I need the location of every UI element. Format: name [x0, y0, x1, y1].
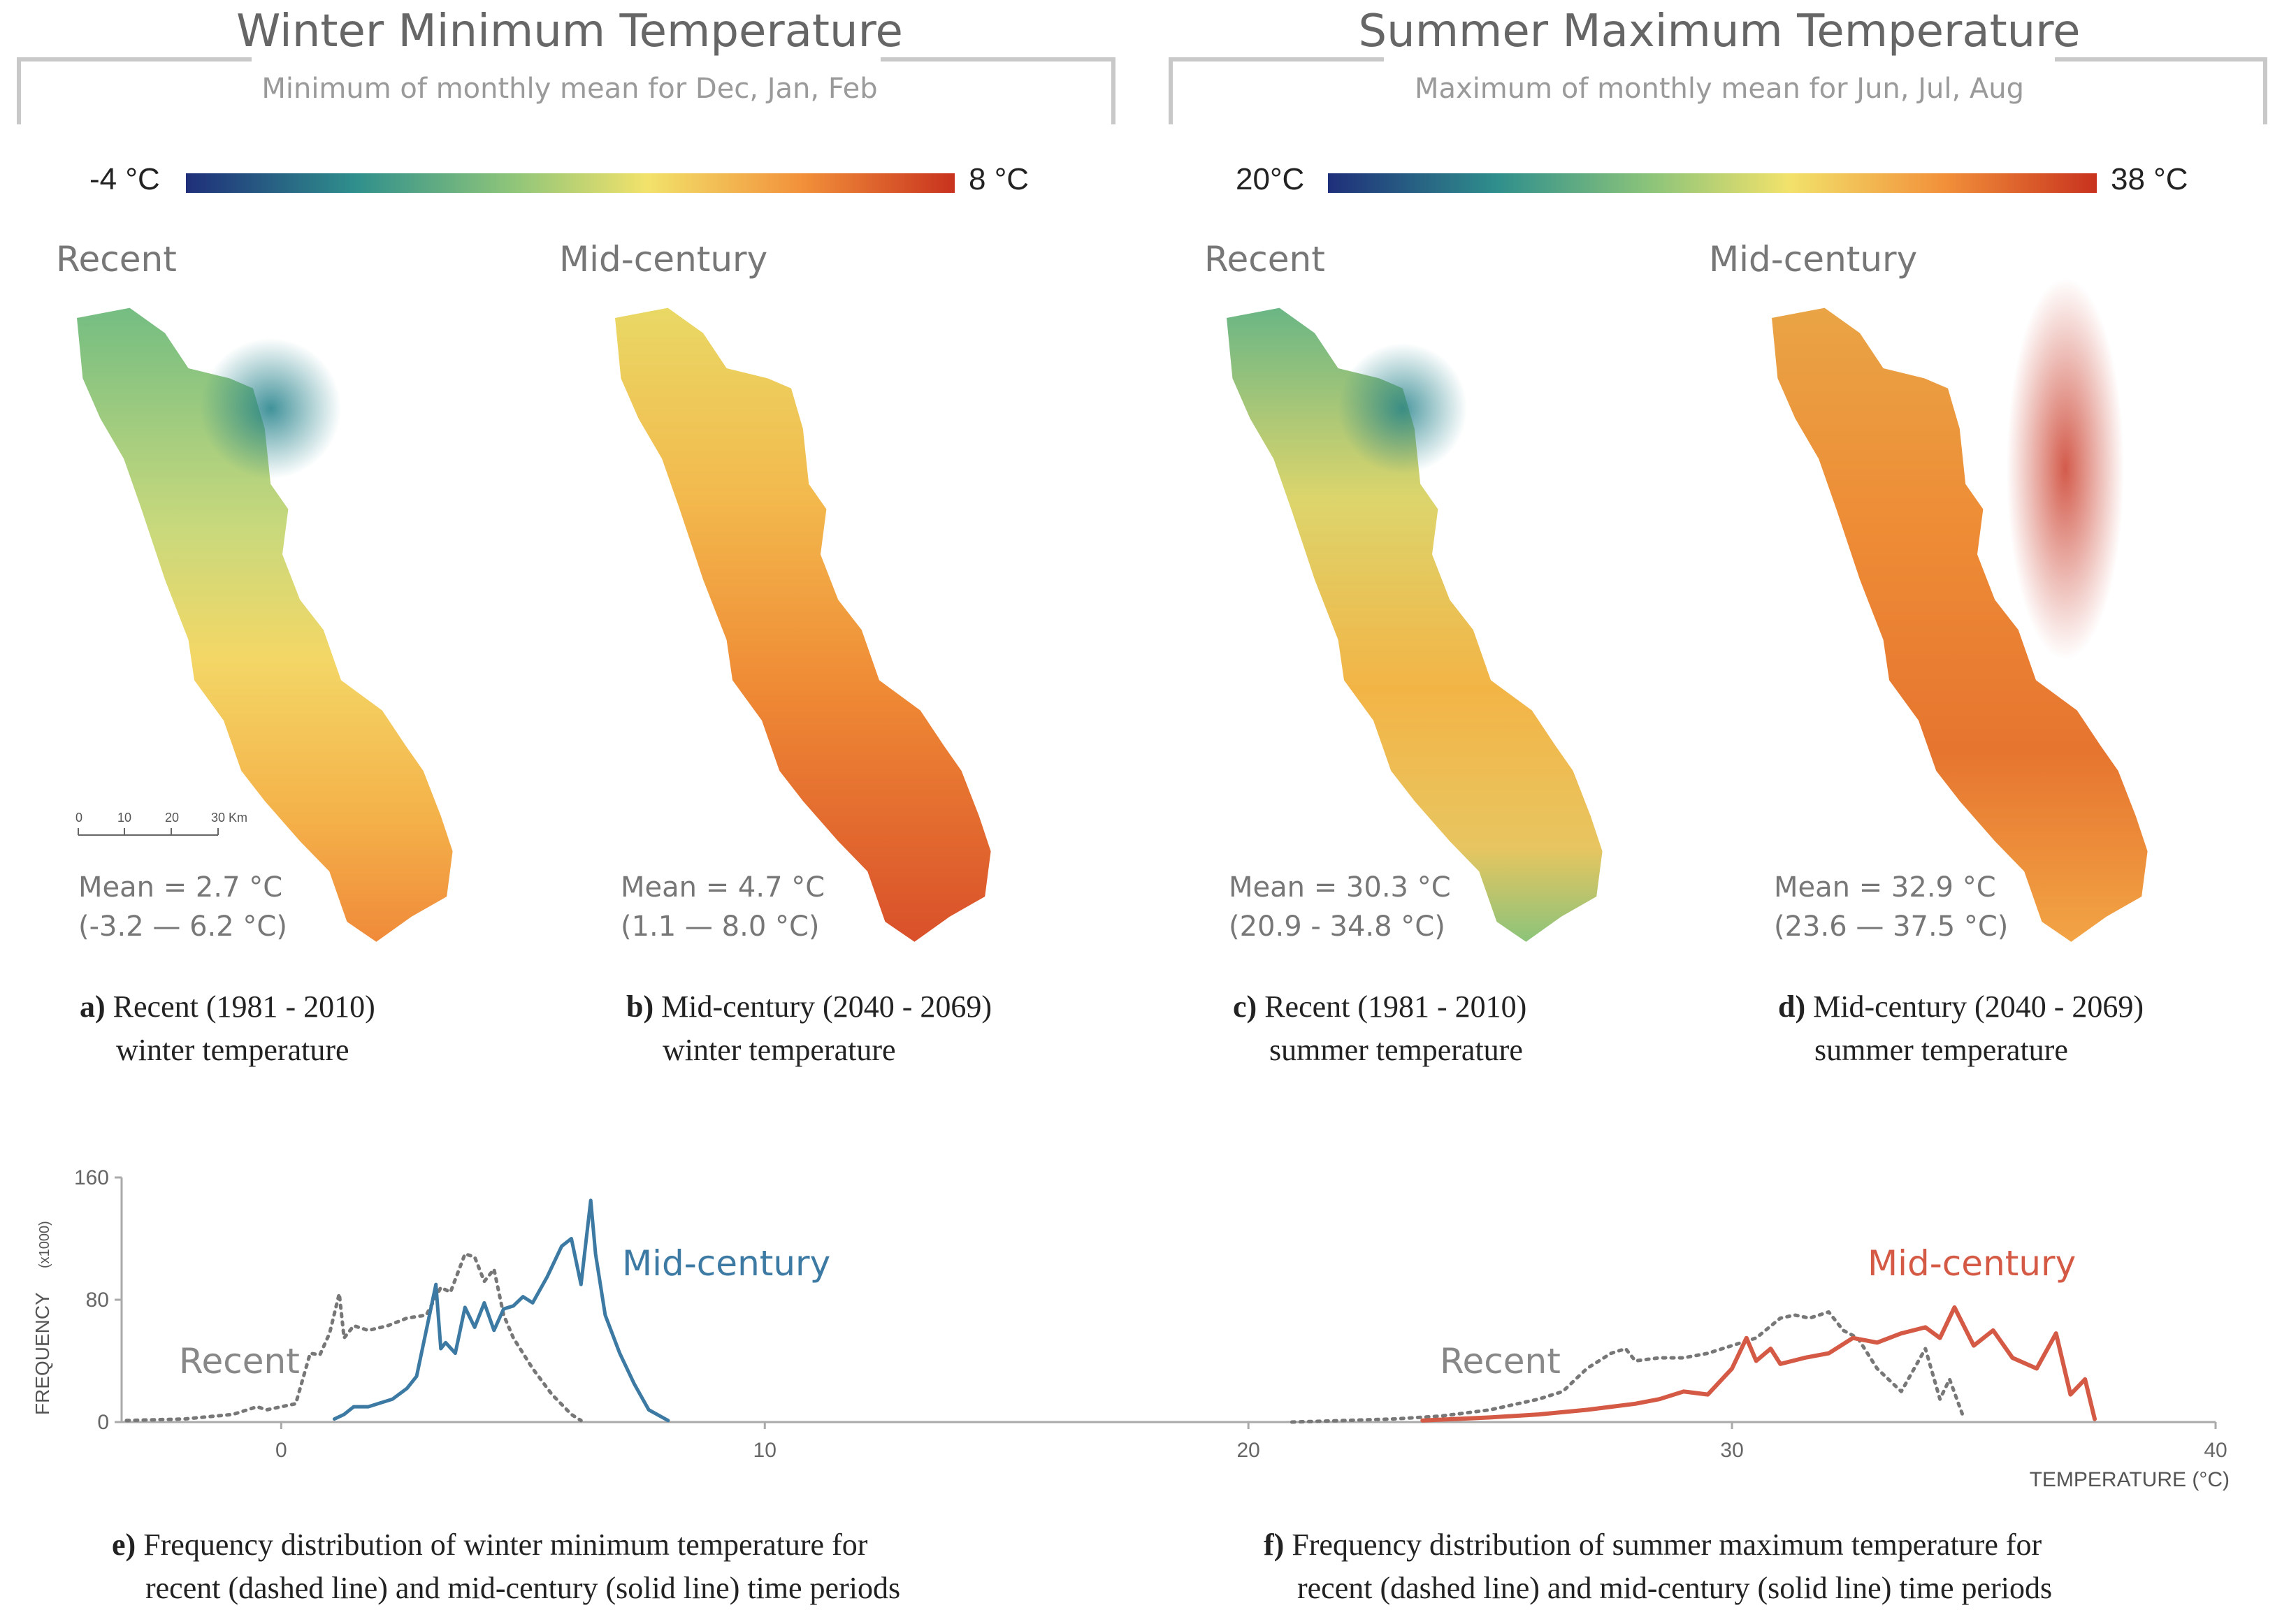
x-tick-label: 20: [1236, 1439, 1259, 1462]
winter-scale-max: 8 °C: [969, 162, 1030, 196]
map-a-mean: Mean = 2.7 °C: [78, 871, 283, 904]
winter-scale-min: -4 °C: [89, 162, 160, 196]
winter-title: Winter Minimum Temperature: [236, 6, 903, 57]
map-c-cold-core: [1338, 343, 1468, 474]
caption-a-letter: a): [80, 989, 106, 1024]
frequency-chart: 0 10 20 30 40 0 80 160 TEMPERATURE (°C) FREQUENCY…: [31, 1166, 2230, 1491]
map-c-stats: Mean = 30.3 °C (20.9 - 34.8 °C): [1229, 868, 1451, 946]
x-tick-label: 0: [275, 1439, 287, 1462]
caption-f: f) Frequency distribution of summer maxi…: [1264, 1523, 2052, 1610]
caption-c-line1: Recent (1981 - 2010): [1264, 989, 1527, 1024]
map-c-recent-summer: [1227, 307, 1603, 942]
caption-c-letter: c): [1233, 989, 1257, 1024]
caption-b: b) Mid-century (2040 - 2069) winter temp…: [626, 985, 992, 1072]
map-d-hot-core: [2007, 277, 2124, 660]
chart-labels: Recent Mid-century Recent Mid-century: [179, 1243, 2076, 1382]
label-winter-recent: Recent: [179, 1341, 300, 1382]
caption-f-line1: Frequency distribution of summer maximum…: [1292, 1528, 2042, 1562]
km-tick-20: 20: [165, 811, 180, 825]
map-b-range: (1.1 — 8.0 °C): [621, 911, 820, 943]
caption-a-line1: Recent (1981 - 2010): [113, 989, 375, 1024]
label-summer-recent: Recent: [1440, 1341, 1561, 1382]
map-b-period-label: Mid-century: [559, 239, 768, 280]
km-tick-0: 0: [75, 811, 83, 825]
summer-title-mask: [1384, 42, 2055, 70]
km-tick-30: 30 Km: [211, 811, 248, 825]
map-b-mean: Mean = 4.7 °C: [621, 871, 825, 904]
winter-color-scale: [186, 173, 955, 193]
caption-e-line1: Frequency distribution of winter minimum…: [143, 1528, 868, 1562]
x-tick-label: 10: [753, 1439, 777, 1462]
km-scale-bar: [78, 828, 219, 836]
x-tick-label: 40: [2204, 1439, 2227, 1462]
map-a-stats: Mean = 2.7 °C (-3.2 — 6.2 °C): [78, 868, 287, 946]
map-a-period-label: Recent: [56, 239, 177, 280]
map-c-period-label: Recent: [1204, 239, 1325, 280]
map-d-mean: Mean = 32.9 °C: [1774, 871, 1996, 904]
y-tick-label: 0: [97, 1411, 109, 1434]
caption-c: c) Recent (1981 - 2010) summer temperatu…: [1233, 985, 1526, 1072]
caption-f-letter: f): [1264, 1528, 1285, 1562]
map-a-range: (-3.2 — 6.2 °C): [78, 911, 287, 943]
y-axis-label: FREQUENCY: [31, 1292, 53, 1415]
map-d-range: (23.6 — 37.5 °C): [1774, 911, 2009, 943]
caption-f-line2: recent (dashed line) and mid-century (so…: [1297, 1571, 2053, 1605]
caption-d: d) Mid-century (2040 - 2069) summer temp…: [1778, 985, 2144, 1072]
map-d-stats: Mean = 32.9 °C (23.6 — 37.5 °C): [1774, 868, 2008, 946]
y-tick-label: 160: [74, 1166, 109, 1189]
caption-d-line2: summer temperature: [1814, 1033, 2068, 1067]
winter-title-mask: [252, 42, 881, 70]
maps-svg: [77, 277, 2148, 942]
caption-b-line2: winter temperature: [663, 1033, 896, 1067]
series-summer-mid: [1420, 1305, 2097, 1423]
caption-e-letter: e): [112, 1528, 136, 1562]
caption-d-line1: Mid-century (2040 - 2069): [1813, 989, 2144, 1024]
km-tick-10: 10: [117, 811, 132, 825]
map-c-mean: Mean = 30.3 °C: [1229, 871, 1451, 904]
x-axis-label: TEMPERATURE (°C): [2030, 1468, 2230, 1491]
caption-a-line2: winter temperature: [116, 1033, 349, 1067]
y-tick-label: 80: [86, 1289, 109, 1312]
series-winter-recent: [124, 1252, 583, 1423]
map-d-period-label: Mid-century: [1709, 239, 1918, 280]
summer-scale-min: 20°C: [1236, 162, 1305, 196]
map-c-range: (20.9 - 34.8 °C): [1229, 911, 1445, 943]
caption-a: a) Recent (1981 - 2010) winter temperatu…: [80, 985, 375, 1072]
caption-c-line2: summer temperature: [1269, 1033, 1523, 1067]
caption-b-line1: Mid-century (2040 - 2069): [661, 989, 992, 1024]
map-d-mid-summer: [1772, 277, 2148, 942]
x-tick-label: 30: [1720, 1439, 1743, 1462]
map-a-cold-core: [200, 338, 341, 479]
series-summer-recent: [1290, 1310, 1966, 1424]
map-b-mid-winter: [615, 307, 991, 942]
caption-e: e) Frequency distribution of winter mini…: [112, 1523, 900, 1610]
summer-title: Summer Maximum Temperature: [1358, 6, 2081, 57]
caption-b-letter: b): [626, 989, 654, 1024]
map-b-stats: Mean = 4.7 °C (1.1 — 8.0 °C): [621, 868, 825, 946]
label-summer-mid: Mid-century: [1868, 1243, 2076, 1284]
chart-axes: 0 10 20 30 40 0 80 160 TEMPERATURE (°C) FREQUENCY…: [31, 1166, 2230, 1491]
series-winter-mid: [332, 1198, 670, 1423]
summer-color-scale: [1328, 173, 2097, 193]
caption-d-letter: d): [1778, 989, 1806, 1024]
label-winter-mid: Mid-century: [622, 1243, 830, 1284]
winter-subtitle: Minimum of monthly mean for Dec, Jan, Fe…: [261, 73, 878, 105]
y-axis-unit: (x1000): [37, 1221, 52, 1268]
summer-scale-max: 38 °C: [2111, 162, 2188, 196]
map-a-recent-winter: [77, 307, 453, 942]
summer-subtitle: Maximum of monthly mean for Jun, Jul, Au…: [1415, 73, 2024, 105]
chart-lines: [124, 1198, 2097, 1424]
caption-e-line2: recent (dashed line) and mid-century (so…: [145, 1571, 901, 1605]
